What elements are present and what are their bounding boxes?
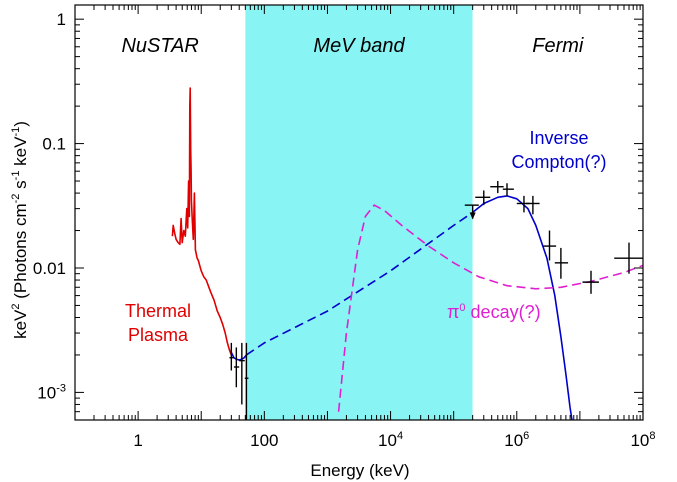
y-axis-title-part: keV (11, 309, 30, 339)
band-region (472, 5, 643, 420)
plot-frame (74, 4, 644, 421)
thermal-plasma-label-line1: Thermal (125, 301, 191, 321)
data-point (229, 342, 234, 371)
data-point (526, 195, 540, 215)
inverse-compton-label-line2: Compton(?) (511, 152, 606, 172)
data-point (464, 204, 479, 220)
y-axis-title: keV2 (Photons cm-2 s-1 keV-1) (10, 121, 30, 339)
data-point (554, 247, 569, 279)
data-point (239, 342, 245, 405)
x-tick-label: 104 (378, 430, 403, 450)
x-axis-title: Energy (keV) (310, 461, 409, 480)
y-tick-label: 0.01 (33, 259, 66, 278)
band-layer (75, 5, 643, 420)
y-tick-label: 1 (57, 10, 66, 29)
data-point (475, 190, 491, 206)
x-tick-label-base: 10 (630, 431, 649, 450)
y-axis-title-sup: -2 (10, 194, 22, 204)
series-layer (171, 87, 644, 421)
x-tick-label: 1 (133, 431, 142, 450)
data-point (582, 270, 599, 294)
band-label: Fermi (532, 35, 584, 57)
y-tick-label-exp: -3 (56, 382, 66, 394)
x-tick-label-exp: 8 (649, 430, 655, 442)
pi0-decay-label-part: π (447, 302, 459, 322)
series-line (472, 195, 573, 421)
band-region (75, 5, 246, 420)
data-point (614, 242, 643, 274)
y-axis-title-sup: -1 (10, 171, 22, 181)
band-region (245, 5, 473, 420)
y-axis-title-sup: 2 (10, 304, 22, 310)
y-axis-title-sup: -1 (10, 127, 22, 137)
band-label: NuSTAR (121, 35, 198, 57)
pi0-decay-label-part: decay(?) (466, 302, 541, 322)
data-point (542, 230, 557, 261)
data-point (233, 347, 240, 388)
y-axis-title-part: (Photons cm (11, 203, 30, 303)
x-tick-label-exp: 6 (523, 430, 529, 442)
inverse-compton-label-line1: Inverse (529, 128, 588, 148)
band-label-layer: NuSTAR MeV band Fermi (121, 35, 583, 57)
x-tick-label: 106 (504, 430, 529, 450)
y-tick-label: 0.1 (42, 135, 66, 154)
band-label: MeV band (313, 35, 405, 57)
data-point (490, 181, 504, 194)
x-tick-label: 108 (630, 430, 655, 450)
series-line (245, 211, 474, 356)
y-tick-label: 10-3 (37, 382, 66, 402)
x-tick-label-base: 10 (504, 431, 523, 450)
y-axis-title-part: ) (11, 121, 30, 127)
data-point (502, 183, 514, 196)
thermal-plasma-label-line2: Plasma (128, 325, 189, 345)
x-tick-label: 100 (250, 431, 278, 450)
y-axis-title-part: s (11, 180, 30, 193)
pi0-decay-label: π0 decay(?) (447, 302, 541, 322)
x-tick-label-base: 10 (378, 431, 397, 450)
pi0-decay-label-sup: 0 (459, 302, 465, 314)
y-axis-title-part: keV (11, 136, 30, 171)
y-tick-label-base: 10 (37, 383, 56, 402)
series-line (337, 204, 644, 412)
data-point (244, 342, 249, 420)
x-tick-label-exp: 4 (397, 430, 403, 442)
data-points-layer (229, 181, 643, 420)
upper-limit-arrow (469, 212, 476, 220)
series-line (171, 87, 233, 356)
